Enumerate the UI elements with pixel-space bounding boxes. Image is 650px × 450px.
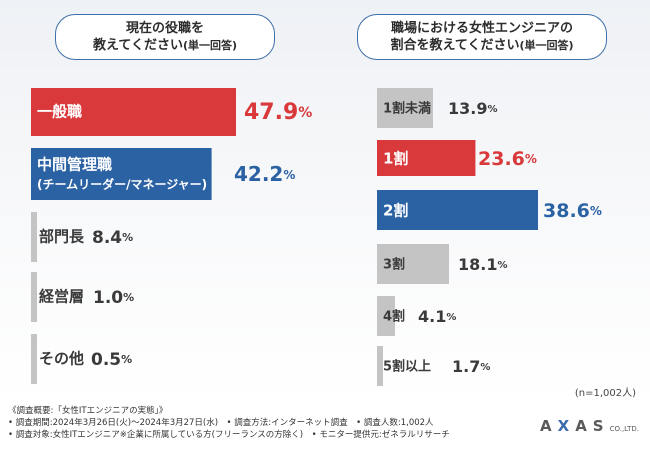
bar-role-2 <box>31 212 37 262</box>
bar-ratio-3 <box>377 244 449 284</box>
bar-ratio-value-5: 1.7% <box>452 357 490 376</box>
footer-line-1: 《調査概要:「女性ITエンジニアの実態」》 <box>8 406 168 416</box>
question-1-pill: 現在の役職を 教えてください(単一回答) <box>55 14 275 60</box>
footer-line-2: • 調査期間:2024年3月26日(火)〜2024年3月27日(水) • 調査方… <box>8 418 434 428</box>
survey-footer: 《調査概要:「女性ITエンジニアの実態」》 • 調査期間:2024年3月26日(… <box>8 405 528 441</box>
bar-ratio-value-4: 4.1% <box>418 307 456 326</box>
bar-ratio-label-3: 3割 <box>383 257 405 273</box>
bar-charts: 一般職 47.9% 中間管理職 (チームリーダー/マネージャー) 42.2% 部門長 8.4… <box>31 88 602 386</box>
sample-size-label: (n=1,002人) <box>574 388 636 399</box>
bar-ratio-value-2: 38.6% <box>543 200 602 222</box>
logo-suffix: CO.,LTD. <box>609 425 640 433</box>
bar-role-0 <box>31 88 236 136</box>
question-1-line1: 現在の役職を <box>125 21 204 36</box>
bar-role-sublabel-1: (チームリーダー/マネージャー) <box>37 177 207 192</box>
bar-ratio-value-3: 18.1% <box>458 255 508 274</box>
bar-ratio-label-2: 2割 <box>383 202 408 220</box>
bar-role-4 <box>31 334 37 384</box>
bar-ratio-5 <box>377 346 383 386</box>
question-1-line2: 教えてください(単一回答) <box>92 38 238 53</box>
footer-line-3: • 調査対象:女性ITエンジニア※企業に所属している方(フリーランスの方除く) … <box>8 430 450 440</box>
bar-ratio-label-1: 1割 <box>383 150 408 168</box>
bar-role-value-2: 8.4% <box>92 228 133 248</box>
question-2-note: (単一回答) <box>519 39 574 52</box>
bar-role-value-3: 1.0% <box>93 288 134 308</box>
bar-ratio-label-5: 5割以上 <box>383 359 431 375</box>
bar-role-1 <box>31 148 212 200</box>
company-logo: AXASCO.,LTD. <box>540 417 640 435</box>
bar-role-value-4: 0.5% <box>91 350 132 370</box>
question-2-line2: 割合を教えてください(単一回答) <box>390 38 574 53</box>
bar-role-label-1: 中間管理職 <box>37 156 112 174</box>
bar-ratio-label-0: 1割未満 <box>383 101 431 117</box>
bar-ratio-1 <box>377 140 476 176</box>
bar-ratio-value-0: 13.9% <box>448 99 498 118</box>
question-1-note: (単一回答) <box>182 39 238 52</box>
question-2-pill: 職場における女性エンジニアの 割合を教えてください(単一回答) <box>357 14 607 60</box>
bar-role-label-2: 部門長 <box>39 228 85 246</box>
bar-role-value-0: 47.9% <box>244 100 312 125</box>
bar-role-label-4: その他 <box>39 350 84 368</box>
bar-ratio-label-4: 4割 <box>383 309 405 325</box>
bar-role-value-1: 42.2% <box>234 162 295 186</box>
bar-ratio-0 <box>377 88 433 128</box>
bar-role-label-3: 経営層 <box>39 288 84 306</box>
question-2-line1: 職場における女性エンジニアの <box>390 21 573 36</box>
bar-ratio-value-1: 23.6% <box>478 148 537 170</box>
bar-ratio-4 <box>377 296 395 336</box>
bar-role-3 <box>31 272 37 322</box>
bar-ratio-2 <box>377 190 538 230</box>
bar-role-label-0: 一般職 <box>37 103 82 121</box>
